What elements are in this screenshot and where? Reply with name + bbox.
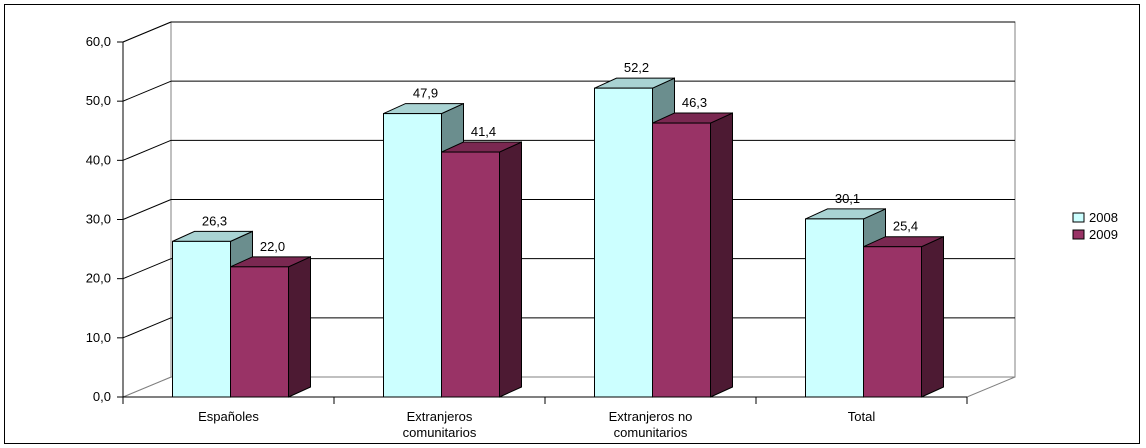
x-tick-label: Extranjeros no comunitarios: [609, 409, 693, 440]
data-label: 47,9: [413, 86, 438, 101]
x-tick-label-line: comunitarios: [614, 425, 688, 440]
bar-front: [863, 246, 922, 398]
legend-swatch: [1072, 212, 1085, 223]
data-label: 22,0: [260, 239, 285, 254]
gridline-side: [122, 199, 172, 220]
legend-label: 2009: [1089, 227, 1118, 242]
legend-swatch: [1072, 229, 1085, 240]
bar-side: [710, 112, 733, 398]
bar-chart-3d: 0,0 10,0 20,0 30,0 40,0 50,0 60,0 26,3 22,0 Españ…: [86, 21, 1118, 440]
bar-front: [805, 218, 864, 398]
bar-front: [172, 240, 231, 398]
y-tick-label: 10,0: [86, 330, 111, 345]
x-tick-label: Extranjeros comunitarios: [403, 409, 477, 440]
x-tick-label-line: comunitarios: [403, 425, 477, 440]
gridline-side: [122, 21, 172, 43]
gridline-side: [122, 80, 172, 102]
bar-side: [288, 256, 311, 398]
data-label: 46,3: [682, 95, 707, 110]
data-label: 26,3: [202, 213, 227, 228]
y-tick-label: 20,0: [86, 271, 111, 286]
bar-front: [383, 113, 442, 398]
gridline-side: [122, 317, 172, 339]
gridline-side: [122, 258, 172, 280]
chart-frame: 0,0 10,0 20,0 30,0 40,0 50,0 60,0 26,3 22,0 Españ…: [4, 4, 1140, 444]
data-label: 41,4: [471, 124, 496, 139]
x-tick-label: Total: [848, 409, 876, 424]
data-label: 30,1: [835, 191, 860, 206]
bar-2009-3: [863, 235, 944, 398]
bar-side: [499, 141, 522, 398]
bar-2009-0: [230, 256, 311, 398]
x-tick-label-line: Extranjeros: [407, 409, 473, 424]
legend-label: 2008: [1089, 210, 1118, 225]
x-tick-label: Españoles: [198, 409, 259, 424]
y-tick-label: 0,0: [93, 389, 111, 404]
bar-front: [652, 122, 711, 398]
x-tick-label-line: Españoles: [198, 409, 259, 424]
x-tick-label-line: Extranjeros no: [609, 409, 693, 424]
data-label: 25,4: [893, 219, 918, 234]
legend: 2008 2009: [1072, 210, 1118, 242]
x-tick-label-line: Total: [848, 409, 876, 424]
gridline-side: [122, 139, 172, 161]
y-tick-label: 40,0: [86, 152, 111, 167]
bar-2009-2: [652, 112, 733, 398]
y-tick-label: 30,0: [86, 212, 111, 227]
bar-2009-1: [441, 141, 522, 398]
y-tick-label: 50,0: [86, 93, 111, 108]
data-label: 52,2: [624, 60, 649, 75]
bar-side: [921, 235, 944, 398]
y-tick-label: 60,0: [86, 34, 111, 49]
bar-front: [441, 151, 500, 398]
bar-front: [230, 266, 289, 398]
bar-front: [594, 87, 653, 398]
